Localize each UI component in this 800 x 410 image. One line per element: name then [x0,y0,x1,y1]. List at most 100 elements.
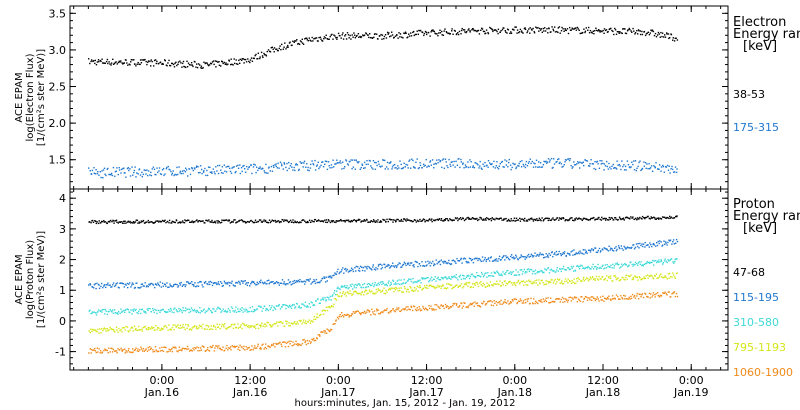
data-point [620,32,622,34]
data-point [304,220,306,222]
data-point [221,323,224,326]
data-point [151,327,154,329]
data-point [644,277,647,279]
data-point [131,313,133,315]
data-point [491,163,493,165]
data-point [171,62,173,65]
data-point [528,280,531,283]
data-point [330,164,333,166]
data-point [203,170,205,172]
data-point [114,350,117,352]
data-point [190,62,193,64]
data-point [568,159,571,162]
data-point [95,64,98,66]
data-point [647,31,649,33]
data-point [520,30,523,32]
data-point [286,220,289,222]
data-point [421,167,423,169]
data-point [166,351,168,353]
data-point [134,328,136,331]
data-point [451,219,453,222]
data-point [287,345,290,348]
data-point [463,29,466,31]
data-point [169,283,171,285]
data-point [558,162,560,165]
data-point [462,163,464,165]
data-point [467,161,469,163]
data-point [195,347,197,350]
data-point [337,220,339,222]
x-tick-label: 12:00 [587,374,619,387]
data-point [140,348,143,350]
data-point [269,170,271,172]
data-point [422,305,424,308]
data-point [400,266,402,268]
data-point [537,302,539,305]
data-point [359,168,361,170]
data-point [198,324,201,327]
data-point [88,330,90,332]
data-point [104,221,107,223]
data-point [522,270,524,273]
data-point [524,217,526,220]
data-point [563,30,565,32]
data-point [293,322,295,324]
data-point [408,33,410,35]
data-point [106,222,108,225]
data-point [97,351,99,353]
data-point [356,310,358,312]
y-axis-title-line: ACE EPAM [14,254,25,304]
data-point [113,309,116,311]
data-point [186,308,188,311]
data-point [196,285,198,287]
data-point [139,63,141,66]
data-point [129,168,131,170]
data-point [406,309,408,311]
data-point [360,221,362,223]
data-point [657,240,659,243]
data-point [219,328,221,330]
data-point [192,169,194,172]
data-point [529,32,531,34]
data-point [155,173,157,176]
data-point [365,286,367,289]
data-point [246,284,249,287]
data-point [615,218,617,221]
data-point [171,174,173,176]
data-point [315,318,317,320]
data-point [380,166,382,168]
data-point [159,173,162,175]
data-point [555,254,557,256]
data-point [437,276,439,279]
data-point [209,62,212,64]
data-point [143,169,145,171]
data-point [352,268,354,271]
data-point [649,168,651,170]
data-point [513,29,515,31]
data-point [243,280,245,282]
data-point [101,309,104,311]
data-point [182,60,185,63]
data-point [211,171,213,173]
data-point [214,60,217,62]
data-point [231,220,233,223]
data-point [121,282,124,285]
data-point [550,297,552,299]
data-point [583,298,585,300]
data-point [390,281,392,284]
data-point [116,167,118,169]
data-point [508,158,510,161]
data-point [504,280,506,282]
data-point [572,166,574,168]
data-point [268,50,271,53]
data-point [234,285,236,287]
data-point [171,311,173,313]
data-point [396,168,399,170]
data-point [604,277,606,280]
data-point [471,303,473,305]
data-point [657,261,660,263]
data-point [635,276,638,278]
data-point [544,268,546,270]
data-point [424,278,426,280]
y-tick-label-proton: -1 [55,346,66,359]
